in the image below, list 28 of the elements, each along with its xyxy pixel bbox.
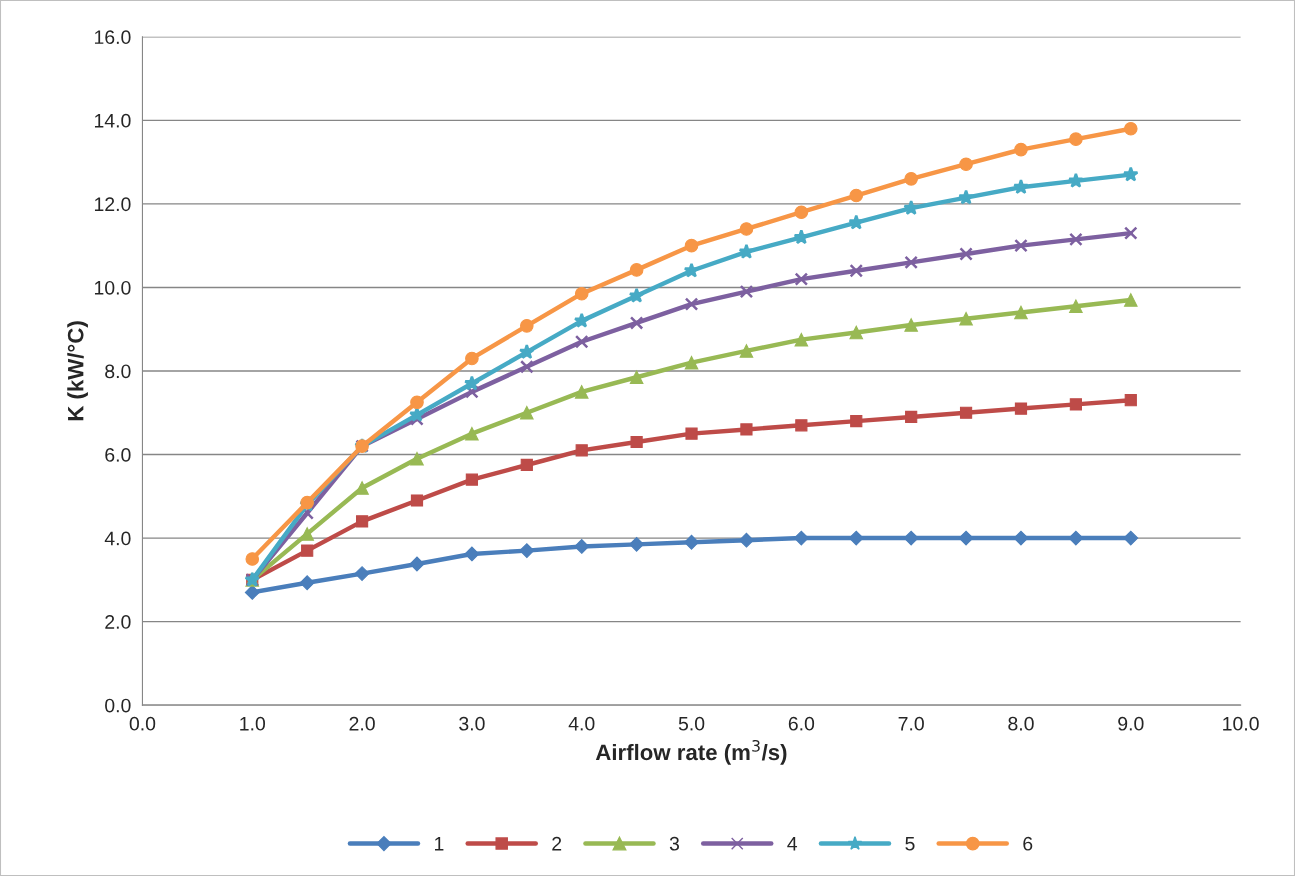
x-tick-label: 5.0: [678, 716, 705, 731]
legend-label: 6: [1023, 836, 1033, 851]
x-tick-label: 8.0: [1008, 716, 1034, 731]
legend-label: 1: [435, 837, 444, 851]
y-tick-label: 0.0: [105, 698, 131, 713]
x-tick-label: 7.0: [898, 716, 924, 731]
y-tick-label: 8.0: [105, 364, 131, 379]
legend-label: 5: [905, 837, 915, 851]
legend-label: 3: [669, 836, 680, 851]
y-tick-label: 4.0: [104, 531, 131, 546]
y-tick-label: 10.0: [94, 280, 131, 295]
x-tick-label: 0.0: [129, 716, 156, 731]
legend-label: 4: [787, 837, 798, 851]
x-tick-label: 6.0: [788, 716, 815, 731]
y-tick-label: 14.0: [94, 113, 131, 128]
y-axis-title: K (kW/°C): [67, 321, 88, 421]
x-tick-label: 1.0: [240, 716, 266, 731]
x-axis-title: Airflow rate (m$^{3}$/s): [595, 739, 787, 765]
y-tick-label: 12.0: [94, 197, 131, 212]
legend-label: 2: [552, 836, 562, 851]
y-tick-label: 6.0: [105, 448, 131, 462]
x-tick-label: 10.0: [1223, 716, 1259, 731]
x-tick-label: 2.0: [349, 716, 375, 731]
x-tick-label: 9.0: [1118, 716, 1144, 731]
x-tick-label: 4.0: [568, 716, 595, 731]
y-tick-label: 16.0: [94, 30, 131, 45]
y-tick-label: 2.0: [105, 615, 131, 629]
x-tick-label: 3.0: [459, 716, 485, 731]
